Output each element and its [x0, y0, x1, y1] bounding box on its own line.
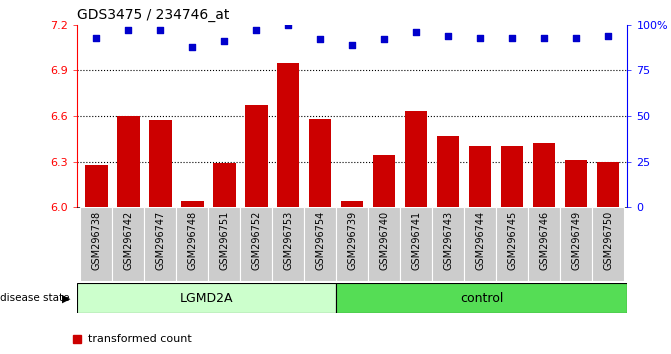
Bar	[336, 207, 368, 281]
Text: GSM296749: GSM296749	[571, 211, 581, 270]
Bar	[81, 207, 112, 281]
Point	[347, 42, 358, 48]
Bar	[437, 136, 460, 207]
Point	[443, 33, 454, 39]
Text: GSM296744: GSM296744	[475, 211, 485, 270]
Bar	[401, 207, 432, 281]
Text: GSM296738: GSM296738	[91, 211, 101, 270]
Bar	[336, 283, 627, 313]
Text: GSM296742: GSM296742	[123, 211, 134, 270]
Point	[315, 36, 325, 42]
Bar	[181, 201, 203, 207]
Bar	[501, 146, 523, 207]
Bar	[272, 207, 304, 281]
Bar	[245, 105, 268, 207]
Bar	[592, 207, 624, 281]
Bar	[117, 116, 140, 207]
Bar	[533, 143, 556, 207]
Bar	[213, 163, 236, 207]
Point	[187, 44, 198, 50]
Bar	[341, 201, 364, 207]
Point	[507, 35, 517, 40]
Bar	[112, 207, 144, 281]
Point	[219, 38, 229, 44]
Point	[283, 22, 294, 28]
Text: GSM296739: GSM296739	[348, 211, 357, 270]
Text: GSM296741: GSM296741	[411, 211, 421, 270]
Text: GDS3475 / 234746_at: GDS3475 / 234746_at	[77, 8, 229, 22]
Bar	[565, 160, 587, 207]
Bar	[405, 112, 427, 207]
Bar	[149, 120, 172, 207]
Text: GSM296745: GSM296745	[507, 211, 517, 270]
Bar	[597, 161, 619, 207]
Bar	[77, 283, 336, 313]
Text: GSM296754: GSM296754	[315, 211, 325, 270]
Bar	[176, 207, 208, 281]
Bar	[497, 207, 528, 281]
Text: GSM296747: GSM296747	[156, 211, 165, 270]
Point	[155, 27, 166, 33]
Bar	[368, 207, 401, 281]
Point	[539, 35, 550, 40]
Text: GSM296746: GSM296746	[539, 211, 549, 270]
Point	[91, 35, 102, 40]
Bar	[469, 146, 491, 207]
Text: control: control	[460, 292, 503, 305]
Text: GSM296743: GSM296743	[444, 211, 453, 270]
Point	[571, 35, 582, 40]
Text: GSM296751: GSM296751	[219, 211, 229, 270]
Text: GSM296753: GSM296753	[283, 211, 293, 270]
Text: LGMD2A: LGMD2A	[180, 292, 234, 305]
Bar	[304, 207, 336, 281]
Text: disease state: disease state	[0, 293, 70, 303]
Text: GSM296750: GSM296750	[603, 211, 613, 270]
Text: transformed count: transformed count	[88, 334, 192, 344]
Bar	[464, 207, 497, 281]
Bar	[373, 155, 395, 207]
Bar	[528, 207, 560, 281]
Text: GSM296748: GSM296748	[187, 211, 197, 270]
Bar	[277, 63, 299, 207]
Point	[603, 33, 613, 39]
Point	[123, 27, 134, 33]
Bar	[240, 207, 272, 281]
Point	[411, 29, 421, 35]
Bar	[432, 207, 464, 281]
Point	[379, 36, 390, 42]
Point	[475, 35, 486, 40]
Bar	[144, 207, 176, 281]
Text: GSM296740: GSM296740	[379, 211, 389, 270]
Bar	[208, 207, 240, 281]
Bar	[85, 165, 107, 207]
Bar	[309, 119, 331, 207]
Text: GSM296752: GSM296752	[252, 211, 261, 270]
Text: ▶: ▶	[62, 293, 70, 303]
Point	[251, 27, 262, 33]
Bar	[560, 207, 592, 281]
